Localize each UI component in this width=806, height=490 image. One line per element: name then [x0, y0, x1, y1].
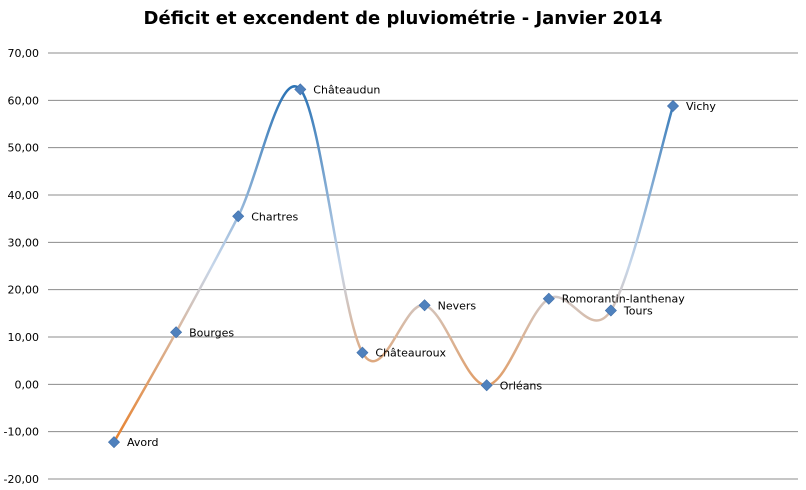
data-point-marker — [604, 304, 617, 317]
data-labels: Avord Bourges Chartres Châteaudun Châteaurou… — [127, 83, 716, 449]
y-tick-label: 70,00 — [8, 47, 40, 60]
data-point-marker — [542, 292, 555, 305]
data-label: Chartres — [251, 210, 298, 223]
data-label: Châteaudun — [313, 83, 380, 96]
data-point-marker — [294, 83, 307, 96]
y-axis-tick-labels: -20,00 -10,00 0,00 10,00 20,00 30,00 40,00 50,0… — [4, 47, 39, 486]
data-label: Orléans — [500, 379, 543, 392]
y-tick-label: 50,00 — [8, 142, 40, 155]
y-tick-label: -10,00 — [4, 426, 39, 439]
data-point-marker — [232, 210, 245, 223]
data-markers — [107, 83, 680, 449]
y-tick-label: 40,00 — [8, 189, 40, 202]
y-tick-label: -20,00 — [4, 473, 39, 486]
y-tick-label: 0,00 — [15, 378, 40, 391]
y-tick-label: 20,00 — [8, 284, 40, 297]
data-label: Bourges — [189, 326, 234, 339]
data-label: Vichy — [686, 100, 716, 113]
data-label: Châteauroux — [375, 347, 446, 360]
data-label: Romorantin-lanthenay — [562, 293, 685, 306]
y-tick-label: 60,00 — [8, 94, 40, 107]
data-point-marker — [418, 299, 431, 312]
gridlines — [48, 52, 798, 480]
data-label: Avord — [127, 436, 158, 449]
data-point-marker — [480, 379, 493, 392]
data-label: Nevers — [438, 299, 477, 312]
chart-title: Déficit et excendent de pluviométrie - J… — [143, 8, 663, 29]
y-tick-label: 10,00 — [8, 331, 40, 344]
data-label: Tours — [623, 305, 653, 318]
data-point-marker — [107, 436, 121, 449]
data-point-marker — [666, 99, 680, 113]
series-line — [112, 85, 675, 444]
y-tick-label: 30,00 — [8, 236, 40, 249]
data-point-marker — [170, 326, 183, 339]
data-point-marker — [356, 346, 369, 359]
